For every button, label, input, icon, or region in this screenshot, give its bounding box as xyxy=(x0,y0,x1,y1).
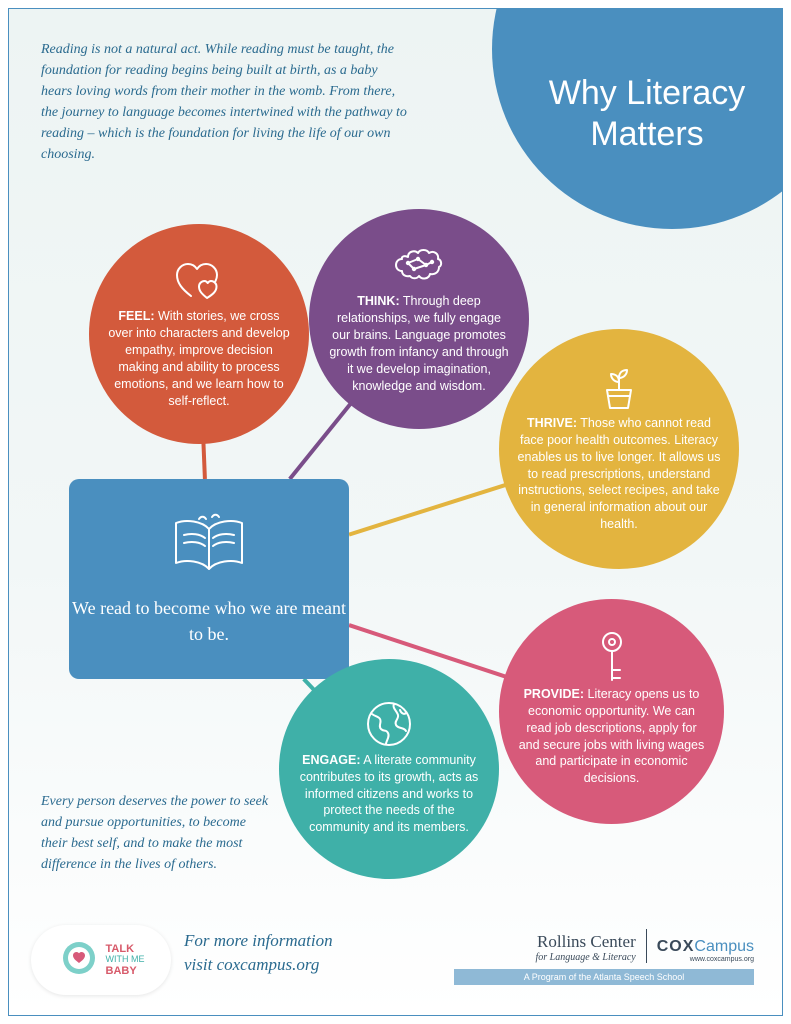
bubble-provide-text: PROVIDE: Literacy opens us to economic o… xyxy=(517,686,706,787)
brain-icon xyxy=(392,243,446,287)
cox-campus-logo: COXCampus www.coxcampus.org xyxy=(657,938,754,963)
globe-icon xyxy=(364,702,414,746)
bubble-provide: PROVIDE: Literacy opens us to economic o… xyxy=(499,599,724,824)
infographic-page: Why Literacy Matters Reading is not a na… xyxy=(8,8,783,1016)
center-text: We read to become who we are meant to be… xyxy=(69,596,349,646)
logo-divider xyxy=(646,929,647,963)
bubble-thrive: THRIVE: Those who cannot read face poor … xyxy=(499,329,739,569)
center-statement: We read to become who we are meant to be… xyxy=(69,479,349,679)
more-info: For more information visit coxcampus.org xyxy=(184,929,333,977)
speech-bubble-icon xyxy=(58,939,100,981)
key-icon xyxy=(597,636,627,680)
sponsors: Rollins Center for Language & Literacy C… xyxy=(454,929,754,985)
plant-icon xyxy=(597,365,641,409)
rollins-center-logo: Rollins Center for Language & Literacy xyxy=(535,932,635,963)
bubble-think: THINK: Through deep relationships, we fu… xyxy=(309,209,529,429)
bubble-think-text: THINK: Through deep relationships, we fu… xyxy=(327,293,511,394)
bubble-thrive-text: THRIVE: Those who cannot read face poor … xyxy=(517,415,721,533)
twmb-text: TALK WITH ME BABY xyxy=(106,943,145,977)
outro-text: Every person deserves the power to seek … xyxy=(41,791,271,875)
program-bar: A Program of the Atlanta Speech School xyxy=(454,969,754,985)
bubble-engage: ENGAGE: A literate community contributes… xyxy=(279,659,499,879)
bubble-feel: FEEL: With stories, we cross over into c… xyxy=(89,224,309,444)
bubble-engage-text: ENGAGE: A literate community contributes… xyxy=(297,752,481,836)
bubble-feel-text: FEEL: With stories, we cross over into c… xyxy=(107,308,291,409)
heart-icon xyxy=(174,258,224,302)
footer: TALK WITH ME BABY For more information v… xyxy=(9,905,782,1015)
book-icon xyxy=(164,511,254,586)
talk-with-me-baby-logo: TALK WITH ME BABY xyxy=(31,925,171,995)
